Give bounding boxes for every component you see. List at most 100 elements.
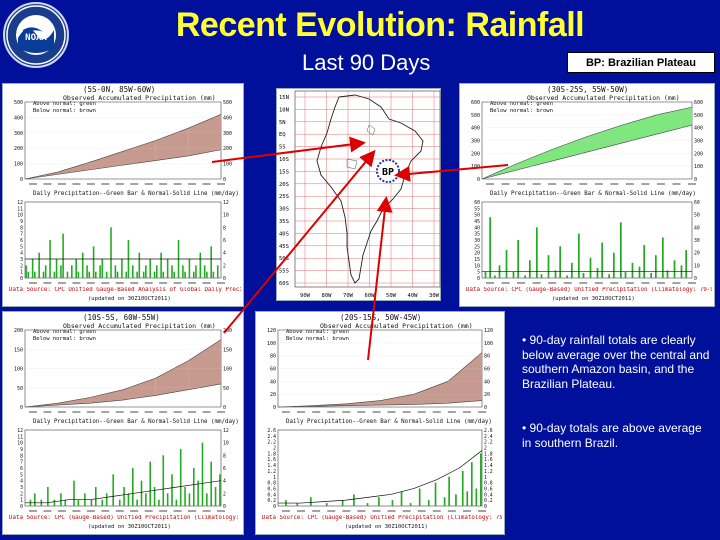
daily-left-tick: 1 xyxy=(20,270,23,276)
daily-bar xyxy=(650,272,653,278)
daily-bar xyxy=(118,499,121,506)
daily-bar xyxy=(71,265,73,278)
daily-bar xyxy=(210,246,212,278)
legend-entry: Above normal: green xyxy=(33,101,96,107)
map-lat-label: 60S xyxy=(279,281,289,287)
daily-bar xyxy=(121,259,123,278)
daily-bar xyxy=(448,476,450,506)
acc-left-tick: 300 xyxy=(471,139,480,145)
daily-bar xyxy=(524,275,527,278)
daily-bar xyxy=(577,233,580,278)
daily-bar xyxy=(162,455,165,506)
daily-normal-line xyxy=(278,450,483,504)
accumulated-title: Observed Accumulated Precipitation (mm) xyxy=(63,94,216,102)
daily-left-tick: 1 xyxy=(273,475,276,481)
daily-right-tick: 1.4 xyxy=(484,463,493,469)
bp-marker-label: BP xyxy=(382,167,394,178)
daily-bar xyxy=(466,491,469,506)
below-normal-area xyxy=(155,360,189,396)
svg-text:NOAA: NOAA xyxy=(25,33,47,43)
data-source: Data Source: CPC (Gauge-Based) Unified P… xyxy=(466,287,712,293)
below-normal-area xyxy=(414,381,448,405)
daily-right-tick: 8 xyxy=(223,225,226,231)
below-normal-area xyxy=(188,339,221,390)
daily-left-tick: 3 xyxy=(20,257,23,263)
daily-left-tick: 7 xyxy=(20,460,23,466)
daily-bar xyxy=(132,265,134,278)
daily-bar xyxy=(470,462,473,506)
daily-bar xyxy=(149,259,152,278)
daily-bar xyxy=(197,480,199,506)
daily-right-tick: 0 xyxy=(694,276,697,282)
south-america-map: 15N 10N 5N EQ 5S 10S 15S 20S 25S 30S 35S 40S 45S 50S 5… xyxy=(276,88,441,301)
daily-right-tick: 6 xyxy=(223,238,226,244)
daily-left-tick: 6 xyxy=(20,466,23,472)
daily-left-tick: 0.6 xyxy=(267,486,276,492)
daily-bar xyxy=(489,217,492,278)
daily-bar xyxy=(25,265,27,278)
bp-legend-box: BP: Brazilian Plateau xyxy=(567,52,715,73)
daily-bar xyxy=(92,246,95,278)
daily-bar xyxy=(685,250,688,278)
daily-bar xyxy=(55,259,58,278)
daily-right-tick: 4 xyxy=(223,479,226,485)
daily-bar xyxy=(475,488,478,506)
daily-bar xyxy=(325,503,328,506)
daily-right-tick: 20 xyxy=(694,251,700,257)
daily-left-tick: 4 xyxy=(20,479,23,485)
daily-bar xyxy=(155,265,158,278)
daily-bar xyxy=(559,246,562,278)
map-lat-label: 40S xyxy=(279,231,289,237)
daily-right-tick: 4 xyxy=(223,251,226,257)
daily-normal-line xyxy=(25,480,222,504)
daily-bar xyxy=(624,271,627,278)
acc-right-tick: 100 xyxy=(484,341,493,347)
daily-bar xyxy=(116,271,119,278)
daily-bar xyxy=(88,271,91,278)
above-normal-area xyxy=(517,149,552,171)
daily-bar xyxy=(34,493,36,506)
daily-right-tick: 0.2 xyxy=(484,498,493,504)
daily-right-tick: 12 xyxy=(223,428,229,434)
map-lon-label: 30W xyxy=(429,293,440,299)
panel-chart-svg: 6005004003002001000600500400300200100060… xyxy=(471,100,703,284)
daily-bar xyxy=(535,227,538,278)
acc-right-tick: 600 xyxy=(694,100,703,106)
daily-left-tick: 10 xyxy=(474,263,480,269)
daily-left-tick: 1.2 xyxy=(267,469,276,475)
observed-line xyxy=(24,149,222,180)
acc-right-tick: 100 xyxy=(694,164,703,170)
map-lat-label: 25S xyxy=(279,194,289,200)
acc-left-tick: 120 xyxy=(267,328,276,334)
daily-bar xyxy=(171,265,173,278)
daily-right-tick: 10 xyxy=(223,213,229,219)
acc-left-tick: 0 xyxy=(20,405,23,411)
daily-left-tick: 0 xyxy=(273,504,276,510)
map-lat-label: 15S xyxy=(279,169,289,175)
panel-chart-svg: 5004003002001000500400300200100012111098… xyxy=(14,100,232,284)
daily-right-tick: 0 xyxy=(484,504,487,510)
chart-panel-bottom-left: (10S-5S, 60W-55W) Observed Accumulated Pr… xyxy=(2,311,244,535)
daily-left-tick: 9 xyxy=(20,219,23,225)
daily-bar xyxy=(480,453,482,506)
daily-bar xyxy=(400,491,403,506)
daily-bar xyxy=(34,271,36,278)
daily-bar xyxy=(136,271,138,278)
daily-left-tick: 45 xyxy=(474,219,480,225)
map-lat-label: 45S xyxy=(279,244,289,250)
bullet-2: • 90-day totals are above average in sou… xyxy=(522,421,702,450)
daily-title: Daily Precipitation--Green Bar & Normal-… xyxy=(33,190,239,197)
below-normal-area xyxy=(90,151,123,170)
daily-left-tick: 0.4 xyxy=(267,492,276,498)
daily-bar xyxy=(493,275,496,278)
daily-left-tick: 0 xyxy=(20,276,23,282)
map-lat-label: 15N xyxy=(279,95,289,101)
region-label: (30S-25S, 55W-50W) xyxy=(547,85,629,94)
daily-bar xyxy=(601,242,604,278)
acc-right-tick: 500 xyxy=(694,113,703,119)
daily-left-tick: 35 xyxy=(474,232,480,238)
daily-bar xyxy=(171,474,173,506)
acc-right-tick: 100 xyxy=(223,162,232,168)
acc-left-tick: 200 xyxy=(471,151,480,157)
daily-bar xyxy=(66,271,69,278)
